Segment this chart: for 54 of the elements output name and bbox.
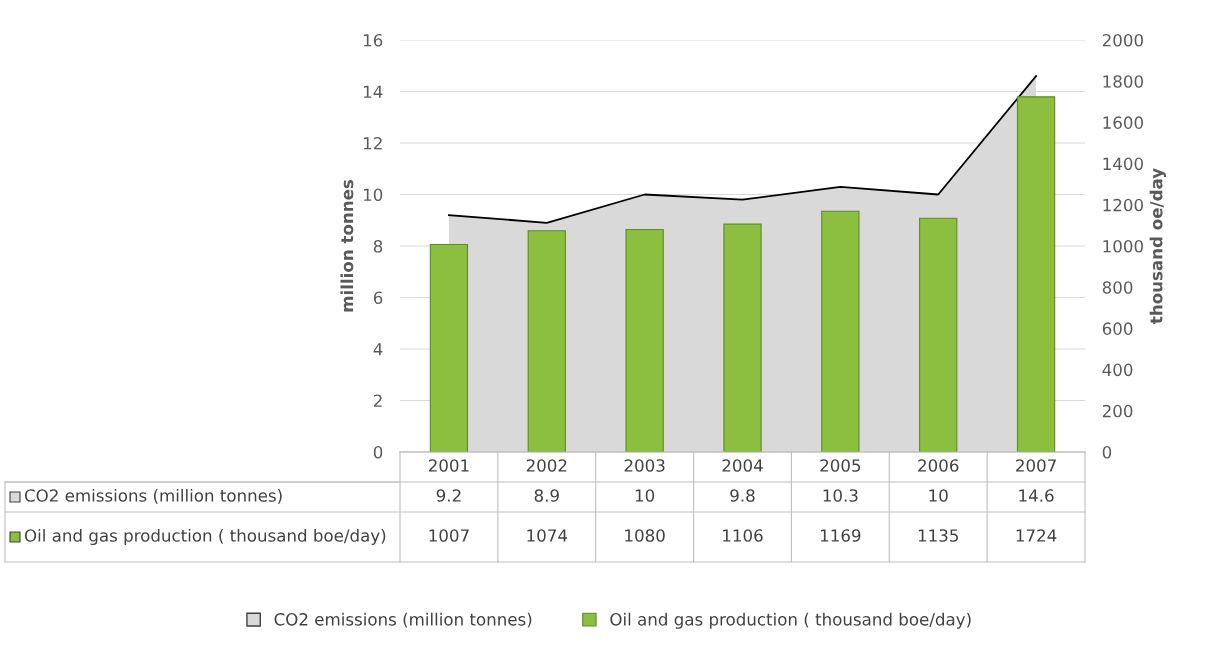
y-tick-label: 0 [373,445,383,459]
data-label: 1106 [723,529,763,542]
y2-tick-label: 1000 [1103,239,1143,253]
x-tick-label: 2005 [820,459,861,472]
data-label: 9.8 [730,489,755,502]
data-label: 8.9 [534,489,559,502]
y-axis-title: million tonnes [340,179,354,312]
y-tick-label: 2 [373,394,382,407]
data-label: 1169 [820,529,861,542]
x-tick-label: 2001 [428,459,469,472]
y2-tick-label: 1400 [1103,157,1143,171]
y-tick-label: 14 [363,85,383,98]
data-label: 1135 [918,529,958,542]
data-label: 1007 [429,529,469,542]
x-tick-label: 2002 [526,459,567,472]
y2-tick-label: 200 [1102,404,1133,418]
bar [625,228,664,452]
y2-tick-label: 400 [1102,363,1133,377]
x-tick-label: 2003 [624,459,665,472]
y-tick-label: 16 [363,33,383,47]
y2-tick-label: 1800 [1103,75,1143,88]
data-label: 1074 [527,529,568,542]
x-tick-label: 2006 [918,459,959,472]
y-tick-label: 12 [363,136,382,150]
legend-label: Oil and gas production ( thousand boe/day) [24,528,386,546]
text: CO2 emissions (million tonnes) [24,488,282,504]
y2-tick-label: 600 [1102,322,1133,335]
data-label: 1080 [625,529,665,542]
bar [1016,96,1056,452]
y2-axis-title: thousand oe/day [1149,168,1166,324]
data-label: 10 [929,489,948,502]
text: Oil and gas production ( thousand boe/day) [610,612,971,629]
bar [723,223,762,452]
y2-tick-label: 0 [1102,445,1112,459]
x-tick-label: 2004 [722,459,763,472]
data-label: 10 [635,489,655,502]
bar [919,217,958,452]
y-tick-label: 4 [373,343,383,356]
legend-label: CO2 emissions (million tonnes) [274,612,532,628]
y2-tick-label: 1200 [1103,198,1143,212]
bar [527,230,566,452]
y2-tick-label: 800 [1102,281,1133,294]
bar [821,210,860,452]
x-tick-label: 2007 [1016,459,1056,472]
y2-tick-label: 1600 [1103,116,1143,129]
data-label: 9.2 [436,489,461,502]
data-label: 10.3 [823,489,858,502]
y-tick-label: 6 [373,291,383,305]
data-label: 1724 [1016,529,1057,542]
y-tick-label: 10 [363,188,383,202]
data-label: 14.6 [1019,489,1054,502]
y-tick-label: 8 [373,239,383,253]
y2-tick-label: 2000 [1102,33,1143,47]
bar [429,244,469,452]
